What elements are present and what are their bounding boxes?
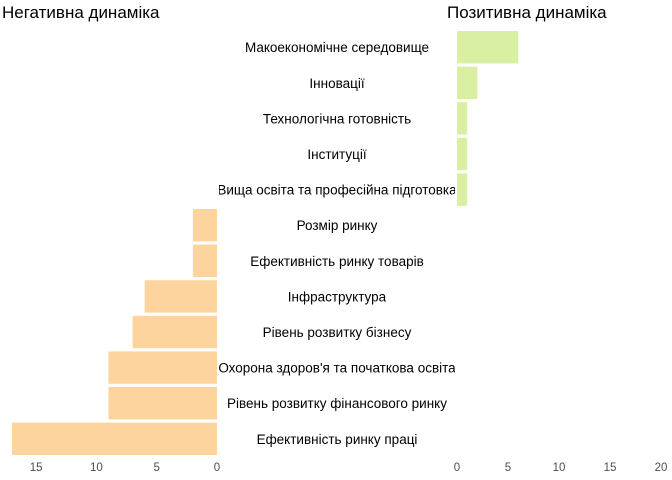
x-tick-label: 10 xyxy=(90,462,103,474)
negative-bar xyxy=(192,244,217,277)
negative-panel-title: Негативна динаміка xyxy=(2,3,160,22)
x-tick-label: 5 xyxy=(154,462,160,474)
category-label: Охорона здоров'я та початкова освіта xyxy=(218,361,456,376)
category-label: Ефективність ринку товарів xyxy=(250,254,424,269)
negative-bar xyxy=(108,351,217,384)
category-label: Вища освіта та професійна підготовка xyxy=(217,183,457,198)
category-label: Технологічна готовність xyxy=(263,111,411,126)
category-label: Інституції xyxy=(307,147,366,162)
positive-bar xyxy=(457,137,468,171)
negative-bar xyxy=(108,387,217,420)
negative-bars xyxy=(12,209,217,455)
category-label: Розмір ринку xyxy=(297,218,378,233)
x-tick-label: 15 xyxy=(30,462,43,474)
negative-bar xyxy=(144,280,217,313)
category-label: Ефективність ринку праці xyxy=(257,432,418,447)
positive-bar xyxy=(457,66,478,99)
category-label: Макоекономічне середовище xyxy=(245,40,429,55)
positive-x-axis: 0 5 10 15 20 xyxy=(454,462,668,474)
positive-bar xyxy=(457,102,468,135)
category-label: Рівень розвитку бізнесу xyxy=(263,325,412,340)
x-tick-label: 20 xyxy=(655,462,668,474)
x-tick-label: 5 xyxy=(505,462,511,474)
negative-bar xyxy=(192,209,217,242)
category-label: Рівень розвитку фінансового ринку xyxy=(227,396,447,411)
negative-x-axis: 15 10 5 0 xyxy=(30,462,220,474)
category-labels: Макоекономічне середовище Інновації Технол… xyxy=(217,40,457,447)
positive-bar xyxy=(457,173,468,206)
category-label: Інновації xyxy=(309,76,364,91)
positive-bar xyxy=(457,31,519,64)
x-tick-label: 0 xyxy=(454,462,460,474)
positive-panel-title: Позитивна динаміка xyxy=(447,3,607,22)
negative-bar xyxy=(12,422,217,455)
x-tick-label: 15 xyxy=(604,462,617,474)
positive-bars xyxy=(457,31,519,206)
negative-bar xyxy=(132,315,217,349)
category-label: Інфраструктура xyxy=(288,289,387,304)
x-tick-label: 10 xyxy=(553,462,566,474)
x-tick-label: 0 xyxy=(214,462,220,474)
